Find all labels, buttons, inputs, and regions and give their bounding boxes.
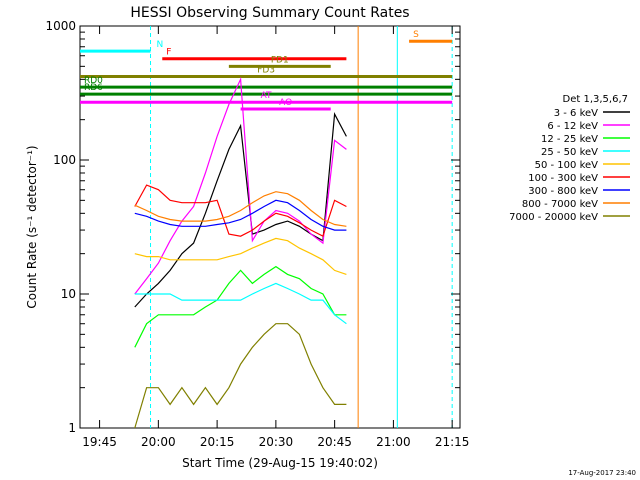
legend-title: Det 1,3,5,6,7 xyxy=(563,94,628,105)
series-line-1 xyxy=(134,76,347,295)
legend-label-5: 100 - 300 keV xyxy=(528,173,598,184)
y-axis-ticks: 1 10 100 1000 xyxy=(45,19,460,435)
x-tick-label-6: 21:15 xyxy=(435,435,470,449)
legend-label-2: 12 - 25 keV xyxy=(541,134,598,145)
y-tick-label-1: 10 xyxy=(61,287,76,301)
legend-label-4: 50 - 100 keV xyxy=(535,160,599,171)
flag-label-n: N xyxy=(157,40,164,50)
chart-title: HESSI Observing Summary Count Rates xyxy=(130,5,409,21)
x-tick-label-3: 20:30 xyxy=(259,435,294,449)
y-tick-label-3: 1000 xyxy=(45,19,76,33)
x-axis-label: Start Time (29-Aug-15 19:40:02) xyxy=(182,456,378,470)
plot-frame xyxy=(79,25,461,429)
series-line-6 xyxy=(134,199,347,231)
legend-label-0: 3 - 6 keV xyxy=(554,108,598,119)
series-line-4 xyxy=(134,237,347,275)
series-lines xyxy=(134,76,347,429)
series-line-2 xyxy=(134,265,347,348)
legend-label-3: 25 - 50 keV xyxy=(541,147,598,158)
x-tick-label-1: 20:00 xyxy=(141,435,176,449)
x-tick-label-0: 19:45 xyxy=(82,435,117,449)
flag-label-f: F xyxy=(166,48,171,58)
y-tick-label-0: 1 xyxy=(68,421,76,435)
series-line-7 xyxy=(134,191,347,227)
flag-label-fd3: FD3 xyxy=(257,65,275,75)
flag-label-ao: AO xyxy=(279,98,292,108)
x-tick-label-4: 20:45 xyxy=(317,435,352,449)
series-line-5 xyxy=(134,184,347,238)
footer-date: 17-Aug-2017 23:40 xyxy=(568,469,636,477)
y-axis-label: Count Rate (s⁻¹ detector⁻¹) xyxy=(25,145,39,308)
flag-label-s: S xyxy=(413,30,419,40)
flag-label-rd6: RD6 xyxy=(84,83,103,93)
series-line-3 xyxy=(134,282,347,325)
x-axis-ticks: 19:45 20:00 20:15 20:30 20:45 21:00 21:15 xyxy=(82,26,469,449)
legend-label-8: 7000 - 20000 keV xyxy=(509,212,598,223)
flag-label-rd0: RD0 xyxy=(84,76,103,86)
legend-label-7: 800 - 7000 keV xyxy=(522,199,598,210)
legend-label-1: 6 - 12 keV xyxy=(547,121,598,132)
legend-label-6: 300 - 800 keV xyxy=(528,186,598,197)
x-tick-label-5: 21:00 xyxy=(376,435,411,449)
series-line-8 xyxy=(134,323,347,429)
legend: Det 1,3,5,6,7 3 - 6 keV 6 - 12 keV 12 - 25… xyxy=(509,94,630,223)
x-tick-label-2: 20:15 xyxy=(200,435,235,449)
flag-label-fd1: FD1 xyxy=(271,55,289,65)
flag-label-at: AT xyxy=(261,91,272,101)
y-tick-label-2: 100 xyxy=(53,153,76,167)
